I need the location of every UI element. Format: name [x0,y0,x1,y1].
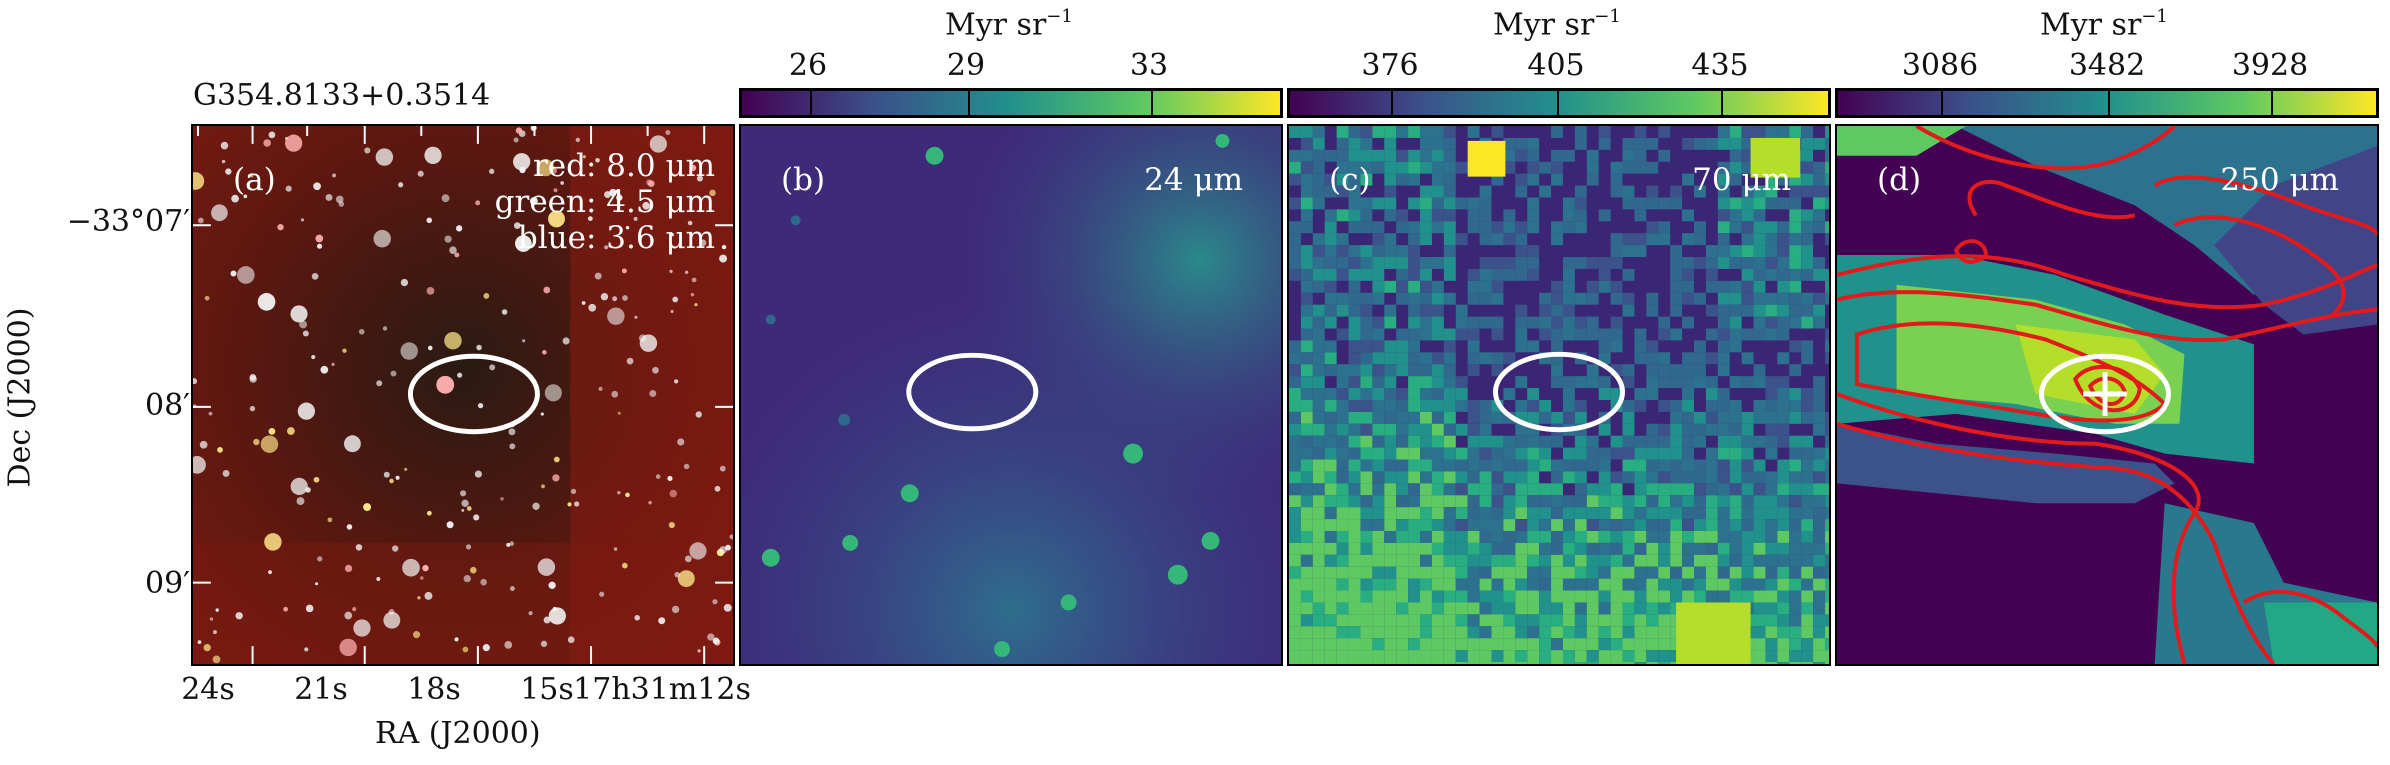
map-24um [741,126,1281,664]
colorbar-tick: 405 [1527,48,1585,83]
colorbar-title-c: Myr sr−1 [1493,6,1621,43]
source-label: G354.8133+0.3514 [193,78,491,113]
rgb-composite-image [193,126,733,664]
y-tick-label: −33°07′ [66,204,190,239]
panel-tag: (c) [1329,162,1371,198]
panel-band: 250 μm [2220,162,2339,198]
y-axis-label: Dec (J2000) [2,307,38,488]
x-axis-label: RA (J2000) [375,716,541,751]
colorbar-d [1835,88,2379,118]
panel-tag: (a) [233,162,276,198]
colorbar-c [1287,88,1831,118]
panel-band-red: red: 8.0 μm [532,148,715,184]
panel-d-250um: (d) 250 μm [1835,124,2379,666]
y-tick-label: 08′ [145,388,190,423]
colorbar-tick: 33 [1129,48,1169,83]
x-tick-label: 21s [294,672,348,707]
panel-band: 24 μm [1144,162,1243,198]
colorbar-title-b: Myr sr−1 [945,6,1073,43]
colorbar-tick: 3086 [1901,48,1979,83]
x-tick-label: 15s [520,672,574,707]
map-70um [1289,126,1829,664]
x-tick-label: 18s [407,672,461,707]
source-ellipse [407,353,540,435]
y-tick-label: 09′ [145,566,190,601]
x-tick-label: 17h31m12s [573,672,751,707]
panel-band-blue: blue: 3.6 μm [517,220,715,256]
colorbar-tick: 26 [788,48,828,83]
map-250um [1837,126,2377,664]
x-tick-label: 24s [181,672,235,707]
colorbar-tick: 435 [1691,48,1749,83]
panel-tag: (d) [1877,162,1922,198]
panel-band-green: green: 4.5 μm [494,184,715,220]
colorbar-tick: 29 [946,48,986,83]
panel-b-24um: (b) 24 μm [739,124,1283,666]
colorbar-b [739,88,1283,118]
panel-c-70um: (c) 70 μm [1287,124,1831,666]
column-density-contours [1837,126,2377,664]
colorbar-tick: 376 [1361,48,1419,83]
peak-cross-marker [2083,372,2127,416]
colorbar-title-d: Myr sr−1 [2040,6,2168,43]
colorbar-tick: 3482 [2068,48,2146,83]
panel-tag: (b) [781,162,826,198]
panel-a-rgb-image: (a) red: 8.0 μm green: 4.5 μm blue: 3.6 … [191,124,735,666]
panel-band: 70 μm [1692,162,1791,198]
colorbar-tick: 3928 [2231,48,2309,83]
